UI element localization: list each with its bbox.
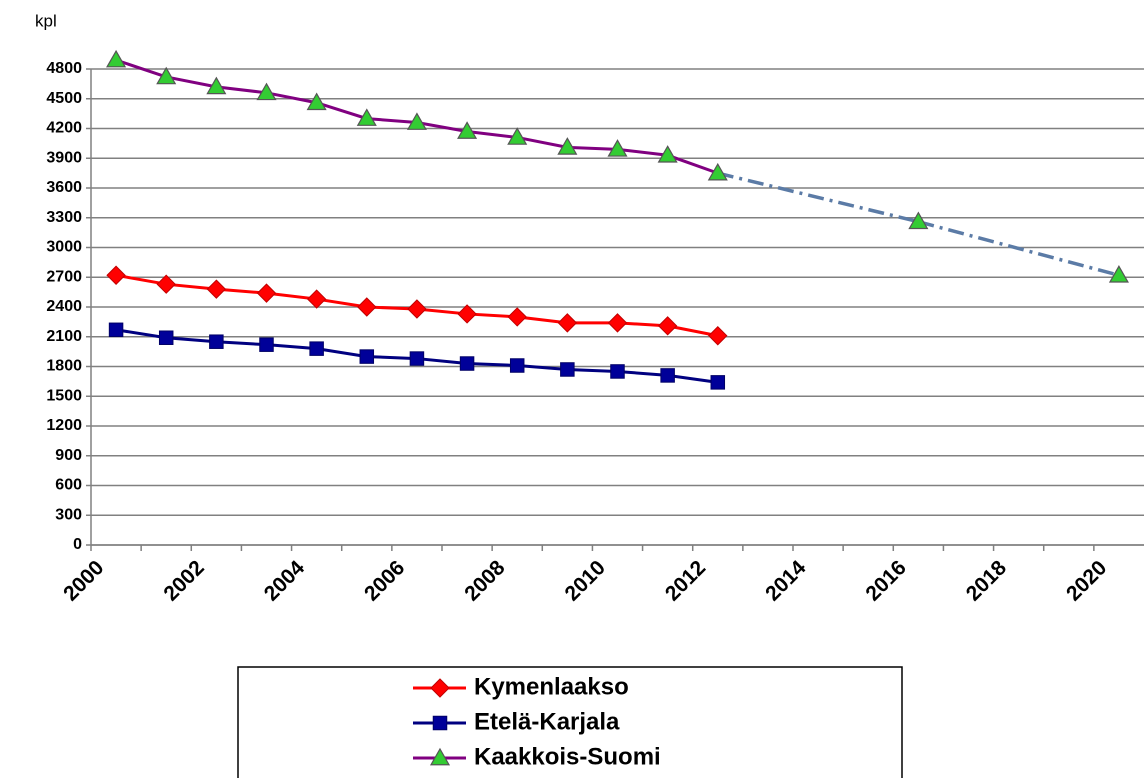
marker [156, 66, 177, 85]
marker [256, 283, 277, 303]
marker [607, 139, 628, 157]
marker [158, 330, 174, 345]
y-tick-label: 3600 [46, 179, 82, 196]
marker [256, 82, 277, 101]
x-tick-label: 2020 [1062, 556, 1111, 605]
marker [560, 362, 575, 377]
marker [406, 112, 427, 130]
marker [306, 289, 327, 309]
y-tick-label: 4200 [46, 120, 82, 137]
legend-label: Kaakkois-Suomi [474, 743, 661, 770]
y-tick-label: 3900 [46, 149, 82, 166]
marker [507, 127, 528, 145]
gap-line [917, 220, 1120, 277]
y-tick-label: 2100 [46, 328, 82, 345]
marker [108, 322, 124, 338]
marker [359, 349, 375, 364]
y-tick-label: 3000 [46, 239, 82, 256]
marker [259, 337, 274, 352]
marker [908, 211, 929, 230]
marker [657, 316, 678, 336]
y-tick-label: 4800 [46, 60, 82, 77]
marker [607, 313, 628, 333]
y-tick-label: 3300 [46, 209, 82, 226]
y-tick-label: 300 [55, 506, 82, 523]
marker [432, 715, 448, 731]
x-tick-label: 2008 [460, 556, 510, 606]
marker [156, 274, 176, 294]
marker [557, 137, 578, 155]
marker [708, 326, 728, 346]
marker [206, 279, 227, 299]
marker [459, 356, 475, 371]
y-tick-label: 1800 [46, 358, 82, 375]
marker [209, 334, 224, 349]
x-tick-label: 2000 [59, 556, 108, 605]
gap-line [717, 171, 919, 224]
marker [707, 162, 728, 181]
marker [509, 358, 525, 373]
marker [610, 364, 625, 379]
marker [430, 678, 450, 698]
marker [457, 304, 477, 324]
y-tick-label: 1200 [46, 417, 82, 434]
marker [407, 299, 427, 319]
marker [409, 351, 425, 366]
marker [357, 297, 377, 317]
marker [457, 121, 478, 139]
marker [429, 747, 451, 766]
marker [710, 375, 726, 390]
marker [356, 108, 377, 126]
y-tick-label: 2700 [46, 268, 82, 285]
x-tick-label: 2014 [761, 556, 811, 606]
marker [557, 313, 578, 333]
marker [106, 49, 127, 68]
marker [306, 92, 327, 111]
x-tick-label: 2004 [260, 556, 310, 606]
x-tick-label: 2012 [661, 556, 710, 605]
marker [206, 76, 227, 95]
x-tick-label: 2016 [861, 556, 910, 605]
marker [309, 341, 324, 356]
y-tick-label: 4500 [46, 90, 82, 107]
x-tick-label: 2002 [159, 556, 208, 605]
marker [507, 307, 527, 327]
y-tick-label: 0 [73, 536, 82, 553]
y-axis-label: kpl [35, 11, 57, 30]
marker [657, 145, 678, 163]
legend-label: Etelä-Karjala [474, 708, 620, 735]
marker [660, 368, 675, 383]
marker [1108, 265, 1129, 283]
y-tick-label: 600 [55, 477, 82, 494]
legend-label: Kymenlaakso [474, 673, 629, 700]
x-tick-label: 2018 [962, 556, 1012, 606]
x-tick-label: 2010 [561, 556, 610, 605]
x-tick-label: 2006 [360, 556, 409, 605]
legend [237, 666, 903, 778]
marker [106, 265, 126, 285]
y-tick-label: 1500 [46, 387, 82, 404]
y-tick-label: 2400 [46, 298, 82, 315]
y-tick-label: 900 [55, 447, 82, 464]
